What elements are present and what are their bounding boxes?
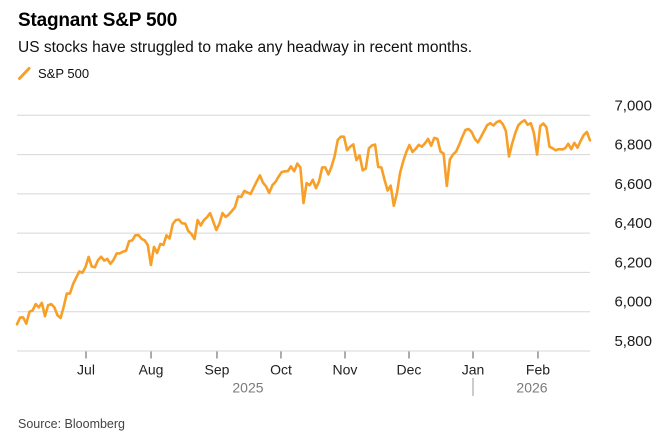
source-note: Source: Bloomberg (18, 417, 126, 431)
x-axis-label: Nov (333, 362, 358, 378)
y-axis-label: 6,800 (614, 137, 652, 154)
legend-series-label: S&P 500 (38, 66, 90, 81)
y-axis-label: 5,800 (614, 333, 652, 350)
series-slash-icon (18, 67, 31, 80)
chart-subtitle: US stocks have struggled to make any hea… (18, 39, 473, 56)
x-axis-label: Oct (270, 362, 292, 378)
x-axis-label: Dec (397, 362, 422, 378)
year-label: 2026 (516, 380, 547, 396)
chart-legend: S&P 500 (17, 66, 89, 81)
price-line (15, 118, 592, 326)
x-axis-label: Aug (139, 362, 164, 378)
x-axis-label: Sep (205, 362, 230, 378)
page-title: Stagnant S&P 500 (18, 10, 178, 31)
y-axis-label: 6,000 (614, 294, 652, 311)
y-axis-label: 6,200 (614, 254, 652, 271)
x-axis-label: Jul (77, 362, 95, 378)
y-axis-label: 6,600 (614, 176, 652, 193)
x-axis-label: Jan (462, 362, 485, 378)
x-axis-label: Feb (526, 362, 550, 378)
y-axis-label: 6,400 (614, 215, 652, 232)
year-label: 2025 (232, 380, 263, 396)
y-axis-label: 7,000 (614, 97, 652, 114)
